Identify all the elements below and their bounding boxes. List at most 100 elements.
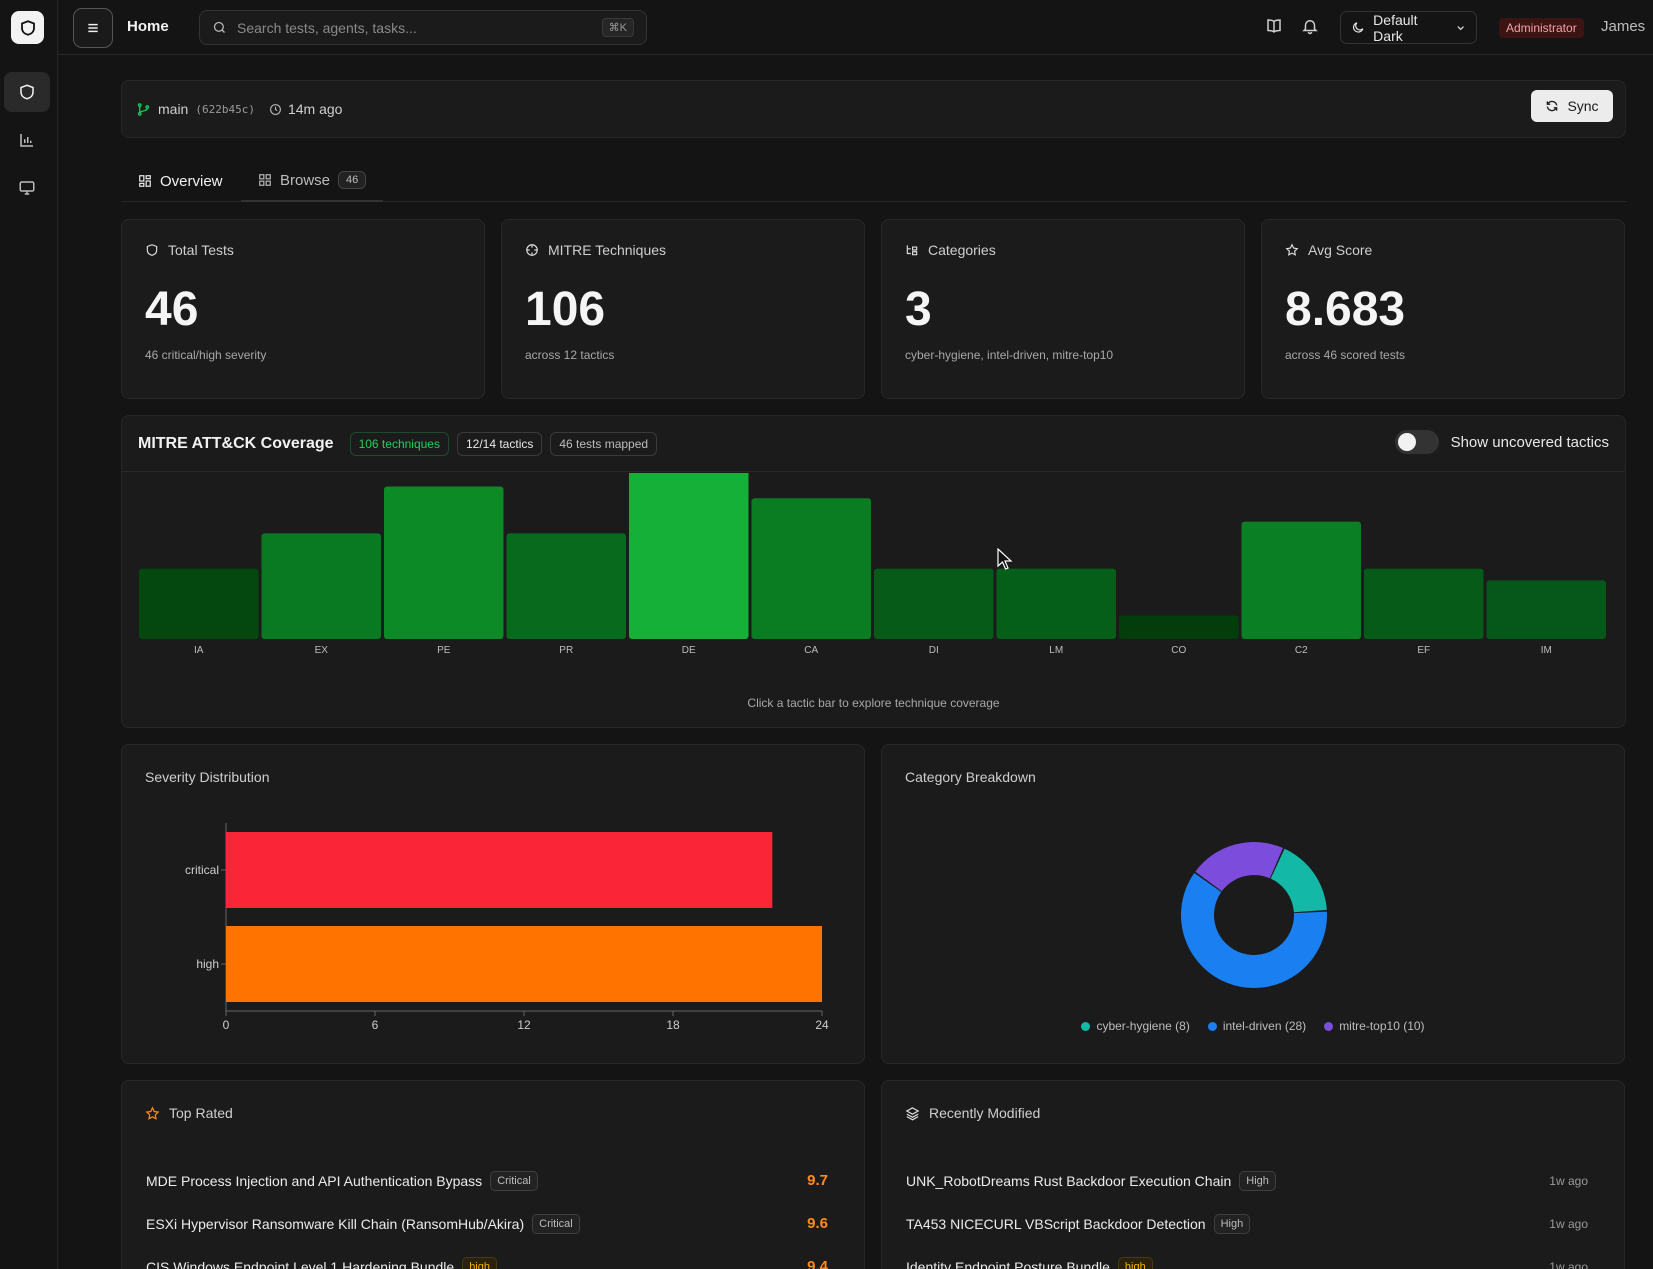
shield-icon — [146, 244, 158, 256]
test-name: MDE Process Injection and API Authentica… — [146, 1172, 483, 1189]
severity-badge: Critical — [490, 1170, 538, 1191]
legend-label: intel-driven (28) — [1222, 1019, 1307, 1033]
severity-badge: high — [1117, 1256, 1153, 1269]
top-rated-title: Top Rated — [145, 1105, 233, 1121]
legend-label: cyber-hygiene (8) — [1096, 1019, 1190, 1033]
stat-label: Categories — [928, 242, 996, 258]
tab-browse-label: Browse — [280, 171, 331, 189]
user-menu[interactable]: James — [1601, 18, 1646, 35]
page-title: Home — [127, 18, 169, 35]
category-breakdown-card: Category Breakdown cyber-hygiene (8) int… — [881, 744, 1625, 1064]
recently-modified-card: Recently Modified UNK_RobotDreams Rust B… — [881, 1080, 1625, 1269]
modified-time: 1w ago — [1549, 1173, 1588, 1188]
theme-select[interactable]: Default Dark — [1340, 11, 1477, 44]
sync-button[interactable]: Sync — [1531, 90, 1613, 122]
tactic-bar[interactable] — [384, 486, 504, 639]
bell-icon[interactable] — [1301, 17, 1319, 35]
category-donut — [1181, 842, 1327, 988]
nav-agents[interactable] — [4, 168, 50, 208]
view-tabs: Overview Browse 46 — [121, 160, 1626, 202]
uncovered-toggle[interactable] — [1394, 430, 1439, 454]
tactic-label: DE — [682, 645, 696, 656]
legend-dot — [1081, 1021, 1091, 1031]
test-score: 9.4 — [807, 1258, 828, 1269]
legend-item[interactable]: cyber-hygiene (8) — [1081, 1019, 1190, 1033]
stat-subtext: cyber-hygiene, intel-driven, mitre-top10 — [905, 348, 1114, 362]
stat-subtext: across 46 scored tests — [1285, 348, 1406, 362]
theme-label: Default Dark — [1373, 11, 1418, 44]
refresh-icon — [1547, 100, 1558, 112]
menu-button[interactable] — [73, 8, 113, 48]
nav-analytics[interactable] — [4, 120, 50, 160]
x-tick-label: 12 — [517, 1018, 531, 1032]
severity-label: high — [196, 957, 219, 971]
tactic-label: C2 — [1295, 645, 1308, 656]
x-tick-label: 24 — [815, 1018, 829, 1032]
nav-tests[interactable] — [4, 72, 50, 112]
tactic-bar[interactable] — [1119, 615, 1239, 639]
donut-slice[interactable] — [1181, 873, 1327, 988]
tactic-label: LM — [1049, 645, 1063, 656]
test-score: 9.6 — [807, 1215, 828, 1232]
stat-subtext: 46 critical/high severity — [145, 348, 267, 362]
tab-overview-label: Overview — [160, 172, 223, 190]
list-item[interactable]: TA453 NICECURL VBScript Backdoor Detecti… — [894, 1202, 1612, 1245]
list-item[interactable]: MDE Process Injection and API Authentica… — [134, 1159, 852, 1202]
tactic-bar[interactable] — [996, 568, 1117, 639]
tab-browse[interactable]: Browse 46 — [241, 160, 384, 202]
tactic-bar[interactable] — [506, 533, 627, 639]
top-rated-card: Top Rated MDE Process Injection and API … — [121, 1080, 865, 1269]
tactic-bar[interactable] — [1241, 521, 1362, 639]
book-icon[interactable] — [1265, 17, 1283, 35]
list-item[interactable]: UNK_RobotDreams Rust Backdoor Execution … — [894, 1159, 1612, 1202]
test-name: CIS Windows Endpoint Level 1 Hardening B… — [146, 1258, 455, 1269]
severity-bar[interactable] — [226, 832, 773, 908]
list-item[interactable]: Identity Endpoint Posture Bundle high 1w… — [894, 1245, 1612, 1269]
branch-name: main — [158, 101, 189, 117]
legend-dot — [1324, 1021, 1334, 1031]
tactic-label: PR — [559, 645, 573, 656]
recent-list: UNK_RobotDreams Rust Backdoor Execution … — [894, 1159, 1612, 1269]
tactic-bar[interactable] — [751, 498, 872, 639]
stat-label: MITRE Techniques — [548, 242, 667, 258]
test-name: UNK_RobotDreams Rust Backdoor Execution … — [906, 1172, 1232, 1189]
tactics-pill: 12/14 tactics — [456, 431, 543, 456]
tactic-bar[interactable] — [629, 473, 749, 639]
donut-slice[interactable] — [1270, 848, 1327, 913]
severity-bar[interactable] — [226, 926, 822, 1002]
tab-overview[interactable]: Overview — [121, 160, 240, 202]
tactic-label: IA — [194, 645, 204, 656]
tactic-bar[interactable] — [139, 568, 259, 639]
search-placeholder: Search tests, agents, tasks... — [237, 19, 417, 36]
stat-label: Total Tests — [168, 242, 234, 258]
donut-slice[interactable] — [1195, 842, 1283, 892]
stat-subtext: across 12 tactics — [525, 348, 615, 362]
stat-mitre-techniques: MITRE Techniques 106 across 12 tactics — [501, 219, 865, 399]
top-rated-title-text: Top Rated — [169, 1105, 233, 1121]
mitre-title: MITRE ATT&CK Coverage — [138, 434, 334, 452]
tactic-bar[interactable] — [1486, 580, 1607, 639]
tactic-bar[interactable] — [261, 533, 382, 639]
list-item[interactable]: CIS Windows Endpoint Level 1 Hardening B… — [134, 1245, 852, 1269]
tactic-bar[interactable] — [874, 568, 994, 639]
tactic-bar[interactable] — [1364, 568, 1484, 639]
uncovered-toggle-wrap: Show uncovered tactics — [1394, 430, 1609, 454]
branch-info: main (622b45c) — [136, 101, 255, 117]
sync-label: Sync — [1567, 98, 1599, 114]
test-name: ESXi Hypervisor Ransomware Kill Chain (R… — [146, 1215, 525, 1232]
top-icons — [1265, 17, 1319, 35]
x-tick-label: 0 — [223, 1018, 230, 1032]
search-input[interactable]: Search tests, agents, tasks... ⌘K — [199, 10, 647, 45]
app-logo[interactable] — [11, 11, 44, 44]
mitre-tactic-chart[interactable]: IA EX PE PR DE CA DI LM CO C2 EF IM — [122, 473, 1625, 693]
list-item[interactable]: ESXi Hypervisor Ransomware Kill Chain (R… — [134, 1202, 852, 1245]
shield-icon — [20, 19, 35, 36]
recent-title-text: Recently Modified — [929, 1105, 1041, 1121]
legend-item[interactable]: intel-driven (28) — [1207, 1019, 1307, 1033]
severity-badge: high — [462, 1256, 497, 1269]
star-icon — [1285, 243, 1299, 256]
legend-item[interactable]: mitre-top10 (10) — [1324, 1019, 1425, 1033]
git-branch-icon — [137, 102, 150, 116]
layers-icon — [905, 1106, 920, 1120]
legend-label: mitre-top10 (10) — [1339, 1019, 1425, 1033]
